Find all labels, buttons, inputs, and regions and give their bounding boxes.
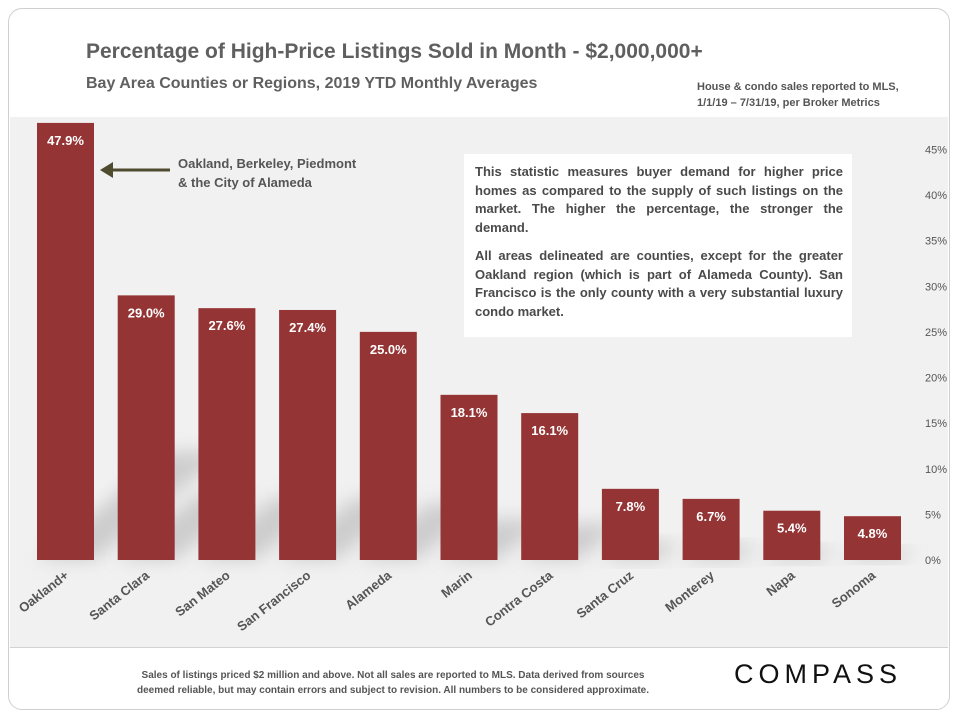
footer-divider	[10, 647, 948, 648]
bar-napa	[763, 510, 821, 560]
disclaimer-line-2: deemed reliable, but may contain errors …	[137, 685, 649, 696]
bar-santa-clara	[117, 295, 175, 560]
explanation-paragraph-1: This statistic measures buyer demand for…	[475, 164, 843, 235]
data-label-monterey: 6.7%	[696, 509, 726, 524]
callout-line-2: & the City of Alameda	[178, 175, 312, 190]
chart-title: Percentage of High-Price Listings Sold i…	[86, 40, 703, 63]
y-tick-label: 10%	[925, 464, 947, 476]
chart-subtitle: Bay Area Counties or Regions, 2019 YTD M…	[86, 75, 538, 92]
explanation-paragraph-2: All areas delineated are counties, excep…	[475, 248, 843, 319]
y-tick-label: 30%	[925, 281, 947, 293]
data-label-santa-cruz: 7.8%	[616, 499, 646, 514]
bar-santa-cruz	[601, 488, 659, 560]
x-tick-label-napa: Napa	[763, 567, 798, 599]
explanation-box: This statistic measures buyer demand for…	[464, 154, 852, 337]
x-tick-label-san-mateo: San Mateo	[172, 568, 233, 620]
disclaimer-line-1: Sales of listings priced $2 million and …	[141, 670, 645, 681]
callout-arrow-icon	[100, 162, 170, 178]
bar-san-francisco	[279, 309, 337, 560]
bar-san-mateo	[198, 308, 256, 560]
y-tick-label: 15%	[925, 418, 947, 430]
y-tick-label: 35%	[925, 236, 947, 248]
data-label-marin: 18.1%	[451, 405, 488, 420]
data-label-santa-clara: 29.0%	[128, 305, 165, 320]
bar-sonoma	[844, 516, 901, 560]
x-tick-label-alameda: Alameda	[342, 567, 395, 613]
y-tick-label: 40%	[925, 190, 947, 202]
data-label-alameda: 25.0%	[370, 342, 407, 357]
oakland-callout: Oakland, Berkeley, Piedmont & the City o…	[178, 154, 356, 192]
x-tick-label-oakland: Oakland+	[16, 567, 72, 615]
data-label-napa: 5.4%	[777, 521, 807, 536]
data-label-oakland: 47.9%	[47, 133, 84, 148]
y-tick-label: 0%	[925, 555, 941, 567]
bar-monterey	[682, 498, 740, 560]
x-tick-label-sonoma: Sonoma	[829, 567, 879, 611]
x-tick-label-santa-cruz: Santa Cruz	[574, 567, 637, 621]
source-line-2: 1/1/19 – 7/31/19, per Broker Metrics	[697, 97, 880, 109]
data-label-san-mateo: 27.6%	[208, 318, 245, 333]
bar-contra-costa	[521, 413, 579, 560]
x-tick-label-monterey: Monterey	[662, 567, 717, 615]
y-tick-label: 25%	[925, 327, 947, 339]
y-tick-label: 45%	[925, 144, 947, 156]
disclaimer: Sales of listings priced $2 million and …	[110, 668, 676, 698]
x-tick-label-marin: Marin	[438, 568, 475, 601]
data-label-sonoma: 4.8%	[858, 526, 888, 541]
x-tick-label-santa-clara: Santa Clara	[86, 567, 152, 623]
source-note: House & condo sales reported to MLS, 1/1…	[697, 79, 922, 111]
bar-oakland	[37, 122, 94, 560]
bar-alameda	[359, 331, 417, 560]
bar-marin	[440, 394, 498, 560]
callout-line-1: Oakland, Berkeley, Piedmont	[178, 156, 357, 171]
source-line-1: House & condo sales reported to MLS,	[697, 81, 899, 93]
chart-frame	[8, 8, 950, 710]
data-label-san-francisco: 27.4%	[289, 320, 326, 335]
y-tick-label: 5%	[925, 509, 941, 521]
data-label-contra-costa: 16.1%	[531, 423, 568, 438]
compass-logo: COMPASS	[734, 659, 903, 689]
x-tick-label-san-francisco: San Francisco	[234, 568, 313, 635]
y-tick-label: 20%	[925, 373, 947, 385]
x-tick-label-contra-costa: Contra Costa	[482, 567, 556, 630]
